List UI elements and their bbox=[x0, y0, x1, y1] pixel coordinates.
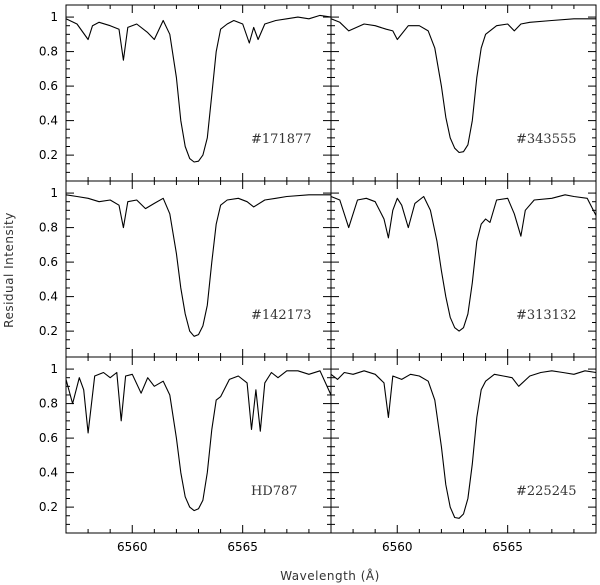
panel-6: 6560 6565 #225245 bbox=[330, 356, 597, 554]
x-tick-label: 6565 bbox=[492, 540, 523, 554]
spectrum-line bbox=[65, 14, 332, 163]
spectrum-line bbox=[65, 370, 332, 512]
panel-label: #142173 bbox=[251, 308, 312, 323]
panel-2: #343555 bbox=[330, 4, 597, 182]
panel-grid: 0.2 0.4 0.6 0.8 1 #171877 #343555 0.2 0.4 0.6 0.8 1… bbox=[39, 4, 597, 554]
panel-1: 0.2 0.4 0.6 0.8 1 #171877 bbox=[39, 4, 332, 182]
y-tick-label: 0.4 bbox=[39, 466, 58, 480]
spectrum-line bbox=[330, 18, 596, 154]
y-tick-label: 1 bbox=[50, 362, 58, 376]
x-tick-label: 6565 bbox=[227, 540, 258, 554]
panel-3: 0.2 0.4 0.6 0.8 1 #142173 bbox=[39, 180, 332, 358]
panel-frame bbox=[330, 4, 597, 182]
y-tick-label: 0.8 bbox=[39, 221, 58, 235]
y-tick-label: 1 bbox=[50, 186, 58, 200]
x-axis-label: Wavelength (Å) bbox=[280, 568, 380, 583]
y-tick-label: 0.4 bbox=[39, 114, 58, 128]
spectrum-line bbox=[65, 194, 331, 337]
panel-4: #313132 bbox=[330, 180, 597, 358]
x-tick-label: 6560 bbox=[382, 540, 413, 554]
y-tick-label: 0.6 bbox=[39, 255, 58, 269]
y-tick-label: 0.2 bbox=[39, 500, 58, 514]
panel-frame bbox=[65, 4, 332, 182]
panel-label: #343555 bbox=[516, 132, 577, 147]
y-tick-label: 0.8 bbox=[39, 397, 58, 411]
y-tick-label: 0.2 bbox=[39, 148, 58, 162]
spectrum-line bbox=[330, 370, 597, 519]
y-tick-label: 1 bbox=[50, 10, 58, 24]
panel-5: 0.2 0.4 0.6 0.8 1 6560 6565 HD787 bbox=[39, 356, 332, 554]
panel-label: #171877 bbox=[251, 132, 312, 147]
panel-label: #313132 bbox=[516, 308, 577, 323]
y-tick-label: 0.6 bbox=[39, 431, 58, 445]
y-tick-label: 0.4 bbox=[39, 290, 58, 304]
panel-frame bbox=[65, 180, 332, 358]
x-tick-label: 6560 bbox=[117, 540, 148, 554]
panel-label: #225245 bbox=[516, 484, 577, 499]
panel-frame bbox=[330, 180, 597, 358]
spectrum-line bbox=[330, 194, 597, 332]
y-tick-label: 0.6 bbox=[39, 79, 58, 93]
panel-label: HD787 bbox=[251, 484, 298, 499]
y-tick-label: 0.2 bbox=[39, 324, 58, 338]
panel-frame bbox=[65, 356, 332, 534]
y-tick-label: 0.8 bbox=[39, 45, 58, 59]
y-axis-label: Residual Intensity bbox=[2, 212, 16, 328]
panel-frame bbox=[330, 356, 597, 534]
